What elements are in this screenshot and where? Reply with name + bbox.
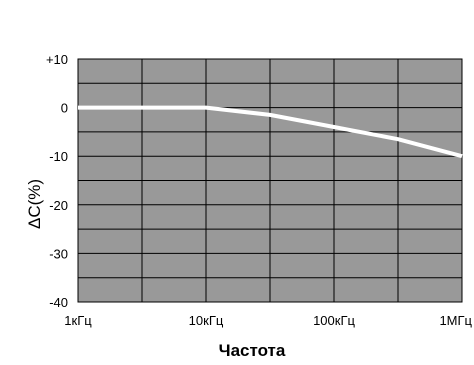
y-tick-label: +10 <box>46 52 68 67</box>
x-tick-label: 1МГц <box>439 313 472 328</box>
x-tick-label: 1кГц <box>64 313 92 328</box>
plot-border <box>77 58 463 303</box>
series-line <box>78 105 463 159</box>
horizontal-grid <box>78 82 462 279</box>
x-tick-label: 10кГц <box>189 313 224 328</box>
y-tick-label: -40 <box>49 295 68 310</box>
y-tick-label: -10 <box>49 149 68 164</box>
y-axis-label: ΔC(%) <box>25 179 44 229</box>
x-tick-labels: 1кГц 10кГц 100кГц 1МГц <box>64 313 472 328</box>
x-axis-label: Частота <box>219 341 286 360</box>
y-tick-label: 0 <box>61 101 68 116</box>
y-tick-labels: +10 0 -10 -20 -30 -40 <box>46 52 68 310</box>
x-tick-label: 100кГц <box>313 313 355 328</box>
y-tick-label: -20 <box>49 198 68 213</box>
y-tick-label: -30 <box>49 246 68 261</box>
